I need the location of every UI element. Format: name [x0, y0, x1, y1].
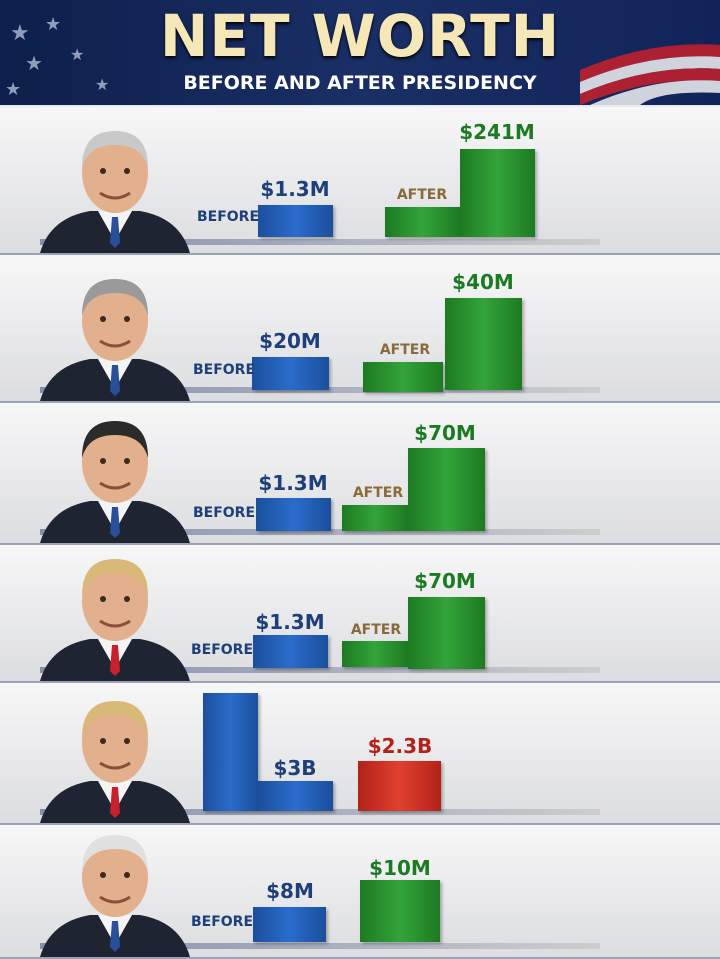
bar: [460, 149, 535, 237]
bar: [203, 693, 258, 811]
before-value: $1.3M: [260, 177, 330, 201]
bar: [408, 448, 485, 531]
bar: [445, 298, 522, 390]
bar: [360, 880, 440, 942]
svg-text:★: ★: [95, 75, 109, 94]
floor: [40, 809, 600, 815]
bar: [258, 781, 333, 811]
portrait: [40, 279, 190, 401]
svg-text:★: ★: [25, 51, 43, 75]
before-value: $1.3M: [255, 610, 325, 634]
bar: [256, 498, 331, 531]
after-value: $40M: [452, 270, 514, 294]
president-row: BEFORE $1.3M AFTER $241M: [0, 107, 720, 255]
bar: [358, 761, 441, 811]
after-value: $2.3B: [367, 734, 433, 758]
before-label: BEFORE: [190, 642, 254, 658]
portrait: [40, 131, 190, 253]
president-row: BEFORE $1.3M AFTER $70M: [0, 403, 720, 545]
floor: [40, 667, 600, 673]
bar: [258, 205, 333, 237]
before-value: $1.3M: [258, 471, 328, 495]
header: ★ ★ ★ ★ ★ ★ NET WORTH BEFORE AND AFTER PRES…: [0, 0, 720, 105]
before-label: BEFORE: [190, 914, 254, 930]
bar: [363, 362, 443, 392]
after-value: $241M: [459, 120, 535, 144]
svg-text:★: ★: [5, 79, 21, 100]
after-value: $70M: [414, 421, 476, 445]
president-row: BEFORE $20M AFTER $40M: [0, 255, 720, 403]
floor: [40, 943, 600, 949]
bar: [252, 357, 329, 390]
before-label: BEFORE: [196, 209, 260, 225]
subtitle: BEFORE AND AFTER PRESIDENCY: [183, 72, 537, 94]
bar: [342, 505, 408, 531]
bar: [385, 207, 460, 237]
president-row: BEFORE $1.3M AFTER $70M: [0, 545, 720, 683]
portrait: [40, 701, 190, 823]
after-value: $70M: [414, 569, 476, 593]
bar: [253, 907, 326, 942]
after-value: $10M: [369, 856, 431, 880]
svg-text:★: ★: [10, 21, 30, 46]
svg-text:★: ★: [45, 14, 61, 35]
title: NET WORTH: [159, 2, 561, 70]
floor: [40, 387, 600, 393]
portrait: [40, 559, 190, 681]
before-label: BEFORE: [192, 362, 256, 378]
before-label: BEFORE: [192, 505, 256, 521]
floor: [40, 529, 600, 535]
portrait: [40, 421, 190, 543]
before-value: $20M: [259, 329, 321, 353]
portrait: [40, 835, 190, 957]
after-label: AFTER: [352, 485, 404, 501]
before-value: $3B: [273, 756, 317, 780]
after-label: AFTER: [379, 342, 431, 358]
floor: [40, 239, 600, 245]
after-label: AFTER: [396, 187, 448, 203]
flag-decoration: ★ ★ ★ ★ ★ ★: [5, 14, 720, 105]
bar: [342, 641, 408, 667]
president-row: $3B $2.3B: [0, 683, 720, 825]
bar: [253, 635, 328, 668]
svg-text:★: ★: [70, 45, 84, 64]
before-value: $8M: [266, 879, 314, 903]
after-label: AFTER: [350, 622, 402, 638]
president-row: BEFORE $8M $10M: [0, 825, 720, 959]
bar: [408, 597, 485, 669]
